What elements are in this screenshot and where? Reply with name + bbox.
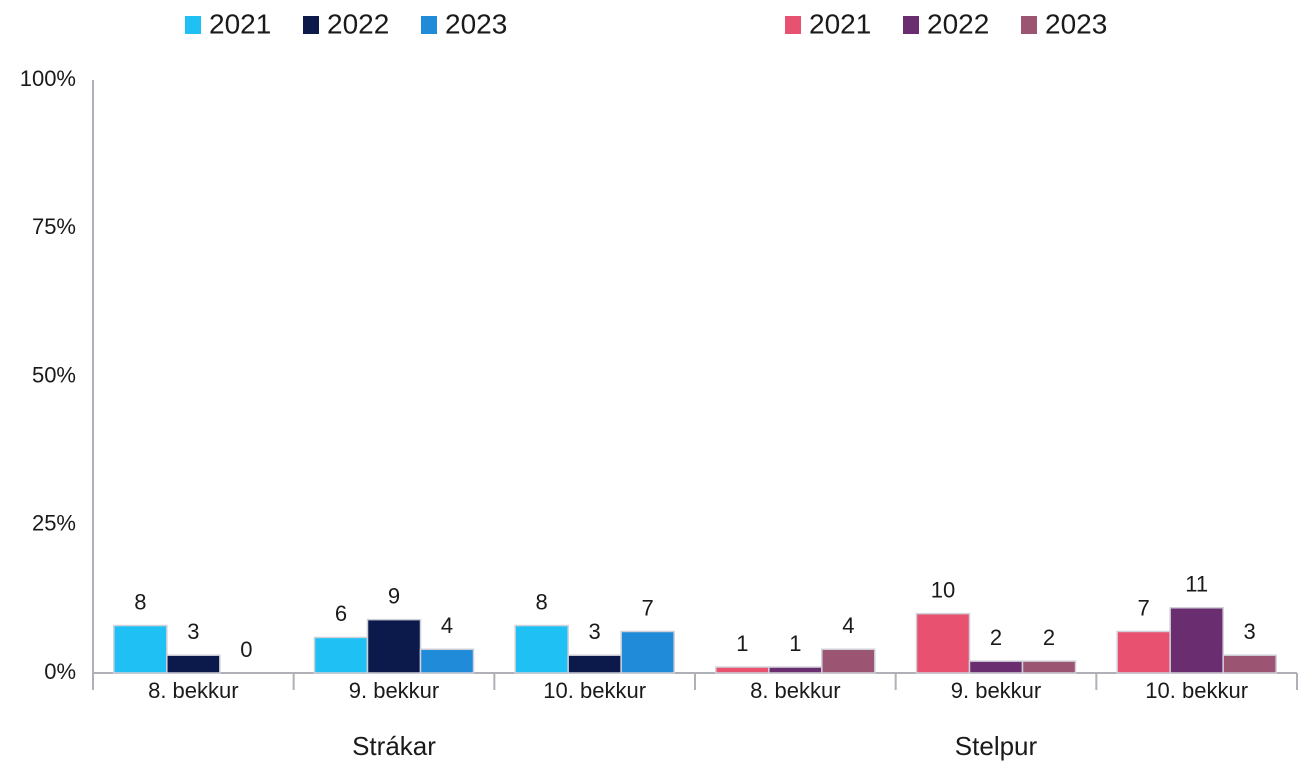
value-label: 7 bbox=[1138, 595, 1150, 620]
bar bbox=[166, 654, 221, 674]
value-label: 0 bbox=[240, 637, 252, 662]
x-tick-label: 10. bekkur bbox=[1145, 678, 1248, 703]
legend-label: 2021 bbox=[209, 8, 271, 39]
bar bbox=[768, 666, 823, 674]
bar bbox=[715, 666, 770, 674]
value-label: 3 bbox=[187, 619, 199, 644]
bar bbox=[1021, 660, 1077, 674]
y-tick-label: 100% bbox=[20, 66, 76, 91]
value-label: 9 bbox=[388, 583, 400, 608]
bar bbox=[113, 624, 168, 674]
value-label: 1 bbox=[736, 631, 748, 656]
legend-label: 2021 bbox=[809, 8, 871, 39]
value-label: 6 bbox=[335, 601, 347, 626]
value-label: 10 bbox=[931, 578, 955, 603]
y-tick-label: 25% bbox=[32, 511, 76, 536]
value-label: 8 bbox=[536, 589, 548, 614]
value-label: 4 bbox=[842, 613, 854, 638]
x-tick-label: 8. bekkur bbox=[148, 678, 239, 703]
value-label: 1 bbox=[789, 631, 801, 656]
value-label: 3 bbox=[1244, 619, 1256, 644]
bar bbox=[821, 648, 876, 674]
y-tick-label: 75% bbox=[32, 214, 76, 239]
bar bbox=[915, 612, 971, 674]
x-tick-label: 8. bekkur bbox=[750, 678, 841, 703]
x-tick-label: 9. bekkur bbox=[349, 678, 440, 703]
bar bbox=[567, 654, 622, 674]
value-label: 4 bbox=[441, 613, 453, 638]
y-tick-label: 50% bbox=[32, 362, 76, 387]
bar bbox=[1222, 654, 1277, 674]
value-label: 3 bbox=[589, 619, 601, 644]
legend-swatch bbox=[1021, 16, 1037, 34]
bar bbox=[1169, 607, 1224, 674]
bar bbox=[620, 630, 675, 674]
value-label: 7 bbox=[642, 595, 654, 620]
bar bbox=[366, 618, 422, 674]
value-label: 2 bbox=[1043, 625, 1055, 650]
value-label: 2 bbox=[990, 625, 1002, 650]
legend-swatch bbox=[903, 16, 919, 34]
bar bbox=[313, 636, 369, 674]
legend-label: 2022 bbox=[927, 8, 989, 39]
legend-swatch bbox=[303, 16, 319, 34]
bar bbox=[1116, 630, 1171, 674]
legend-swatch bbox=[785, 16, 801, 34]
bar bbox=[514, 624, 569, 674]
x-tick-label: 10. bekkur bbox=[543, 678, 646, 703]
bar bbox=[968, 660, 1024, 674]
legend-swatch bbox=[421, 16, 437, 34]
legend-swatch bbox=[185, 16, 201, 34]
group-label: Strákar bbox=[352, 731, 436, 761]
legend-label: 2022 bbox=[327, 8, 389, 39]
value-label: 8 bbox=[134, 589, 146, 614]
value-label: 11 bbox=[1185, 572, 1208, 597]
y-tick-label: 0% bbox=[44, 659, 76, 684]
legend-label: 2023 bbox=[445, 8, 507, 39]
group-label: Stelpur bbox=[955, 731, 1038, 761]
legend-label: 2023 bbox=[1045, 8, 1107, 39]
bar bbox=[419, 648, 475, 674]
x-tick-label: 9. bekkur bbox=[951, 678, 1042, 703]
